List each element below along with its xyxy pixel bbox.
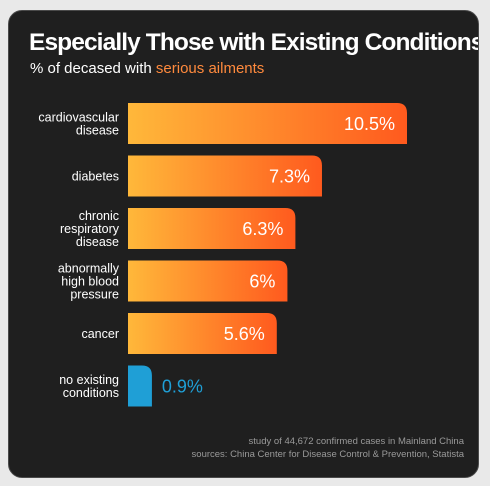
bar bbox=[128, 260, 288, 302]
value-label: 7.3% bbox=[269, 167, 310, 187]
subtitle-highlight: serious ailments bbox=[155, 60, 265, 77]
footer-note: study of 44,672 confirmed cases in Mainl… bbox=[248, 436, 464, 447]
subtitle-prefix: % of decased with bbox=[30, 60, 152, 77]
value-label: 6% bbox=[249, 272, 275, 292]
chart-title: Especially Those with Existing Condition… bbox=[29, 29, 479, 56]
bar bbox=[128, 313, 277, 354]
value-label: 6.3% bbox=[242, 219, 283, 239]
chart-card: Especially Those with Existing Condition… bbox=[8, 10, 479, 478]
category-label: abnormally high blood pressure bbox=[58, 262, 120, 302]
category-label: chronic respiratory disease bbox=[60, 209, 120, 249]
bar bbox=[128, 365, 152, 407]
bar bbox=[128, 155, 322, 197]
bar bbox=[128, 103, 407, 144]
bar bbox=[128, 208, 296, 249]
category-label: cancer bbox=[81, 327, 119, 341]
category-label: cardiovascular disease bbox=[38, 111, 119, 138]
value-label: 5.6% bbox=[224, 324, 265, 344]
chart-footer: study of 44,672 confirmed cases in Mainl… bbox=[192, 435, 464, 461]
category-label: no existing conditions bbox=[59, 373, 119, 400]
category-label: diabetes bbox=[72, 170, 119, 184]
chart-subtitle: % of decased with serious ailments bbox=[30, 60, 264, 77]
value-label: 0.9% bbox=[162, 377, 203, 397]
value-label: 10.5% bbox=[344, 114, 395, 134]
footer-sources: sources: China Center for Disease Contro… bbox=[191, 449, 464, 460]
